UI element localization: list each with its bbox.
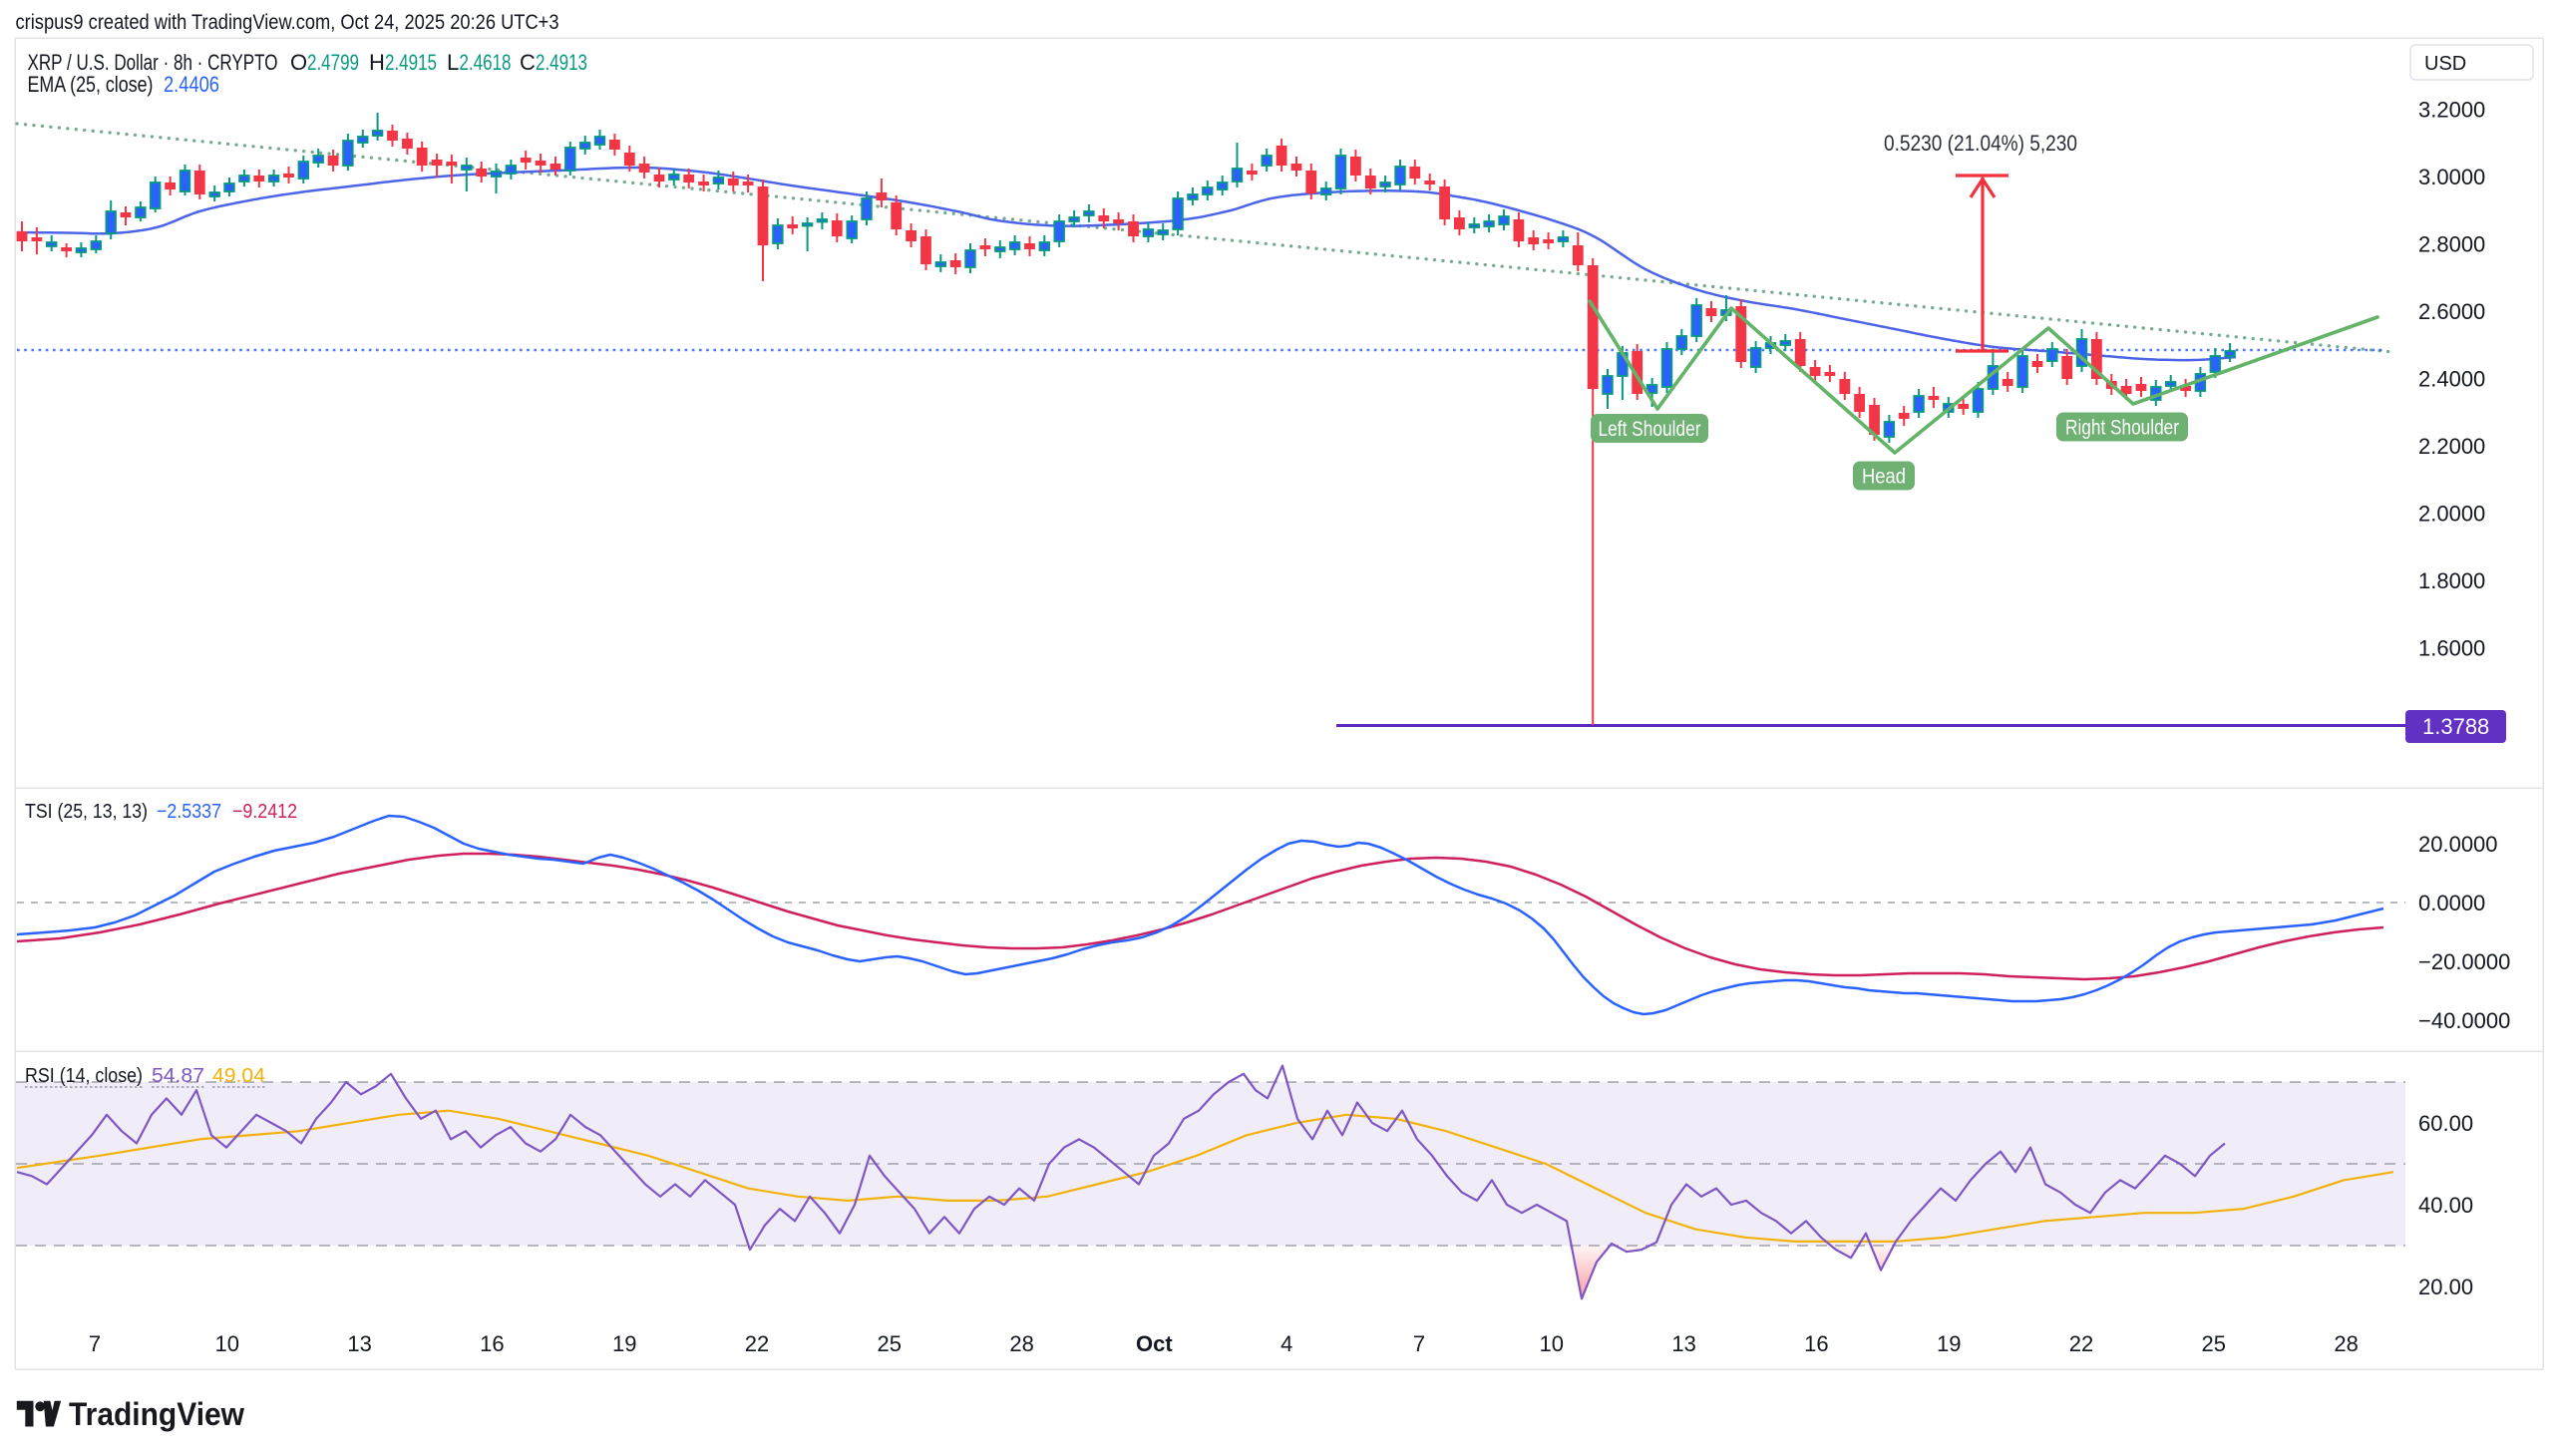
svg-text:7: 7 xyxy=(89,1331,101,1356)
svg-text:3.0000: 3.0000 xyxy=(2418,165,2485,189)
svg-text:28: 28 xyxy=(2334,1331,2358,1356)
svg-text:2.8000: 2.8000 xyxy=(2418,232,2485,257)
svg-text:2.4406: 2.4406 xyxy=(164,72,219,97)
svg-text:2.4000: 2.4000 xyxy=(2418,367,2485,392)
svg-text:XRP / U.S. Dollar · 8h · CRYPT: XRP / U.S. Dollar · 8h · CRYPTO xyxy=(28,50,278,75)
svg-text:54.87: 54.87 xyxy=(152,1065,204,1087)
svg-text:16: 16 xyxy=(480,1331,504,1356)
svg-text:0.5230 (21.04%) 5,230: 0.5230 (21.04%) 5,230 xyxy=(1884,131,2077,156)
svg-text:−2.5337: −2.5337 xyxy=(157,801,221,823)
svg-text:28: 28 xyxy=(1009,1331,1033,1356)
svg-text:Right Shoulder: Right Shoulder xyxy=(2065,417,2179,440)
svg-text:10: 10 xyxy=(215,1331,239,1356)
svg-text:H: H xyxy=(369,50,385,75)
svg-text:−20.0000: −20.0000 xyxy=(2418,949,2510,974)
svg-text:40.00: 40.00 xyxy=(2418,1193,2473,1218)
svg-text:2.4799: 2.4799 xyxy=(307,50,359,75)
svg-text:C: C xyxy=(520,50,536,75)
svg-text:EMA (25, close): EMA (25, close) xyxy=(28,72,154,97)
svg-text:Head: Head xyxy=(1862,466,1906,489)
svg-text:3.2000: 3.2000 xyxy=(2418,98,2485,123)
svg-text:1.3788: 1.3788 xyxy=(2422,714,2489,739)
svg-text:19: 19 xyxy=(612,1331,636,1356)
svg-text:22: 22 xyxy=(2069,1331,2093,1356)
svg-text:2.6000: 2.6000 xyxy=(2418,299,2485,324)
svg-text:2.2000: 2.2000 xyxy=(2418,434,2485,459)
svg-text:13: 13 xyxy=(1671,1331,1695,1356)
svg-text:16: 16 xyxy=(1804,1331,1828,1356)
svg-text:4: 4 xyxy=(1280,1331,1292,1356)
svg-text:TSI (25, 13, 13): TSI (25, 13, 13) xyxy=(25,801,148,823)
svg-text:2.4913: 2.4913 xyxy=(536,50,587,75)
svg-text:L: L xyxy=(447,50,459,75)
svg-text:13: 13 xyxy=(347,1331,371,1356)
svg-text:2.4618: 2.4618 xyxy=(460,50,512,75)
svg-text:crispus9 created with TradingV: crispus9 created with TradingView.com, O… xyxy=(16,11,559,34)
svg-text:1.8000: 1.8000 xyxy=(2418,568,2485,593)
svg-text:20.0000: 20.0000 xyxy=(2418,832,2498,857)
svg-text:TradingView: TradingView xyxy=(69,1396,245,1432)
svg-text:−40.0000: −40.0000 xyxy=(2418,1008,2510,1033)
svg-text:−9.2412: −9.2412 xyxy=(232,801,297,823)
svg-text:O: O xyxy=(290,50,307,75)
svg-text:2.4915: 2.4915 xyxy=(385,50,437,75)
svg-text:1.6000: 1.6000 xyxy=(2418,636,2485,661)
svg-text:19: 19 xyxy=(1937,1331,1961,1356)
svg-text:RSI (14, close): RSI (14, close) xyxy=(25,1065,143,1087)
svg-text:7: 7 xyxy=(1413,1331,1425,1356)
svg-text:49.04: 49.04 xyxy=(212,1065,265,1087)
svg-text:0.0000: 0.0000 xyxy=(2418,891,2485,915)
svg-text:22: 22 xyxy=(745,1331,769,1356)
svg-text:60.00: 60.00 xyxy=(2418,1111,2473,1136)
svg-text:25: 25 xyxy=(2202,1331,2226,1356)
svg-text:Left Shoulder: Left Shoulder xyxy=(1599,418,1701,441)
svg-text:Oct: Oct xyxy=(1136,1331,1173,1356)
svg-text:20.00: 20.00 xyxy=(2418,1274,2473,1299)
svg-text:10: 10 xyxy=(1540,1331,1564,1356)
svg-text:25: 25 xyxy=(878,1331,902,1356)
svg-text:2.0000: 2.0000 xyxy=(2418,502,2485,527)
svg-text:USD: USD xyxy=(2424,53,2466,75)
